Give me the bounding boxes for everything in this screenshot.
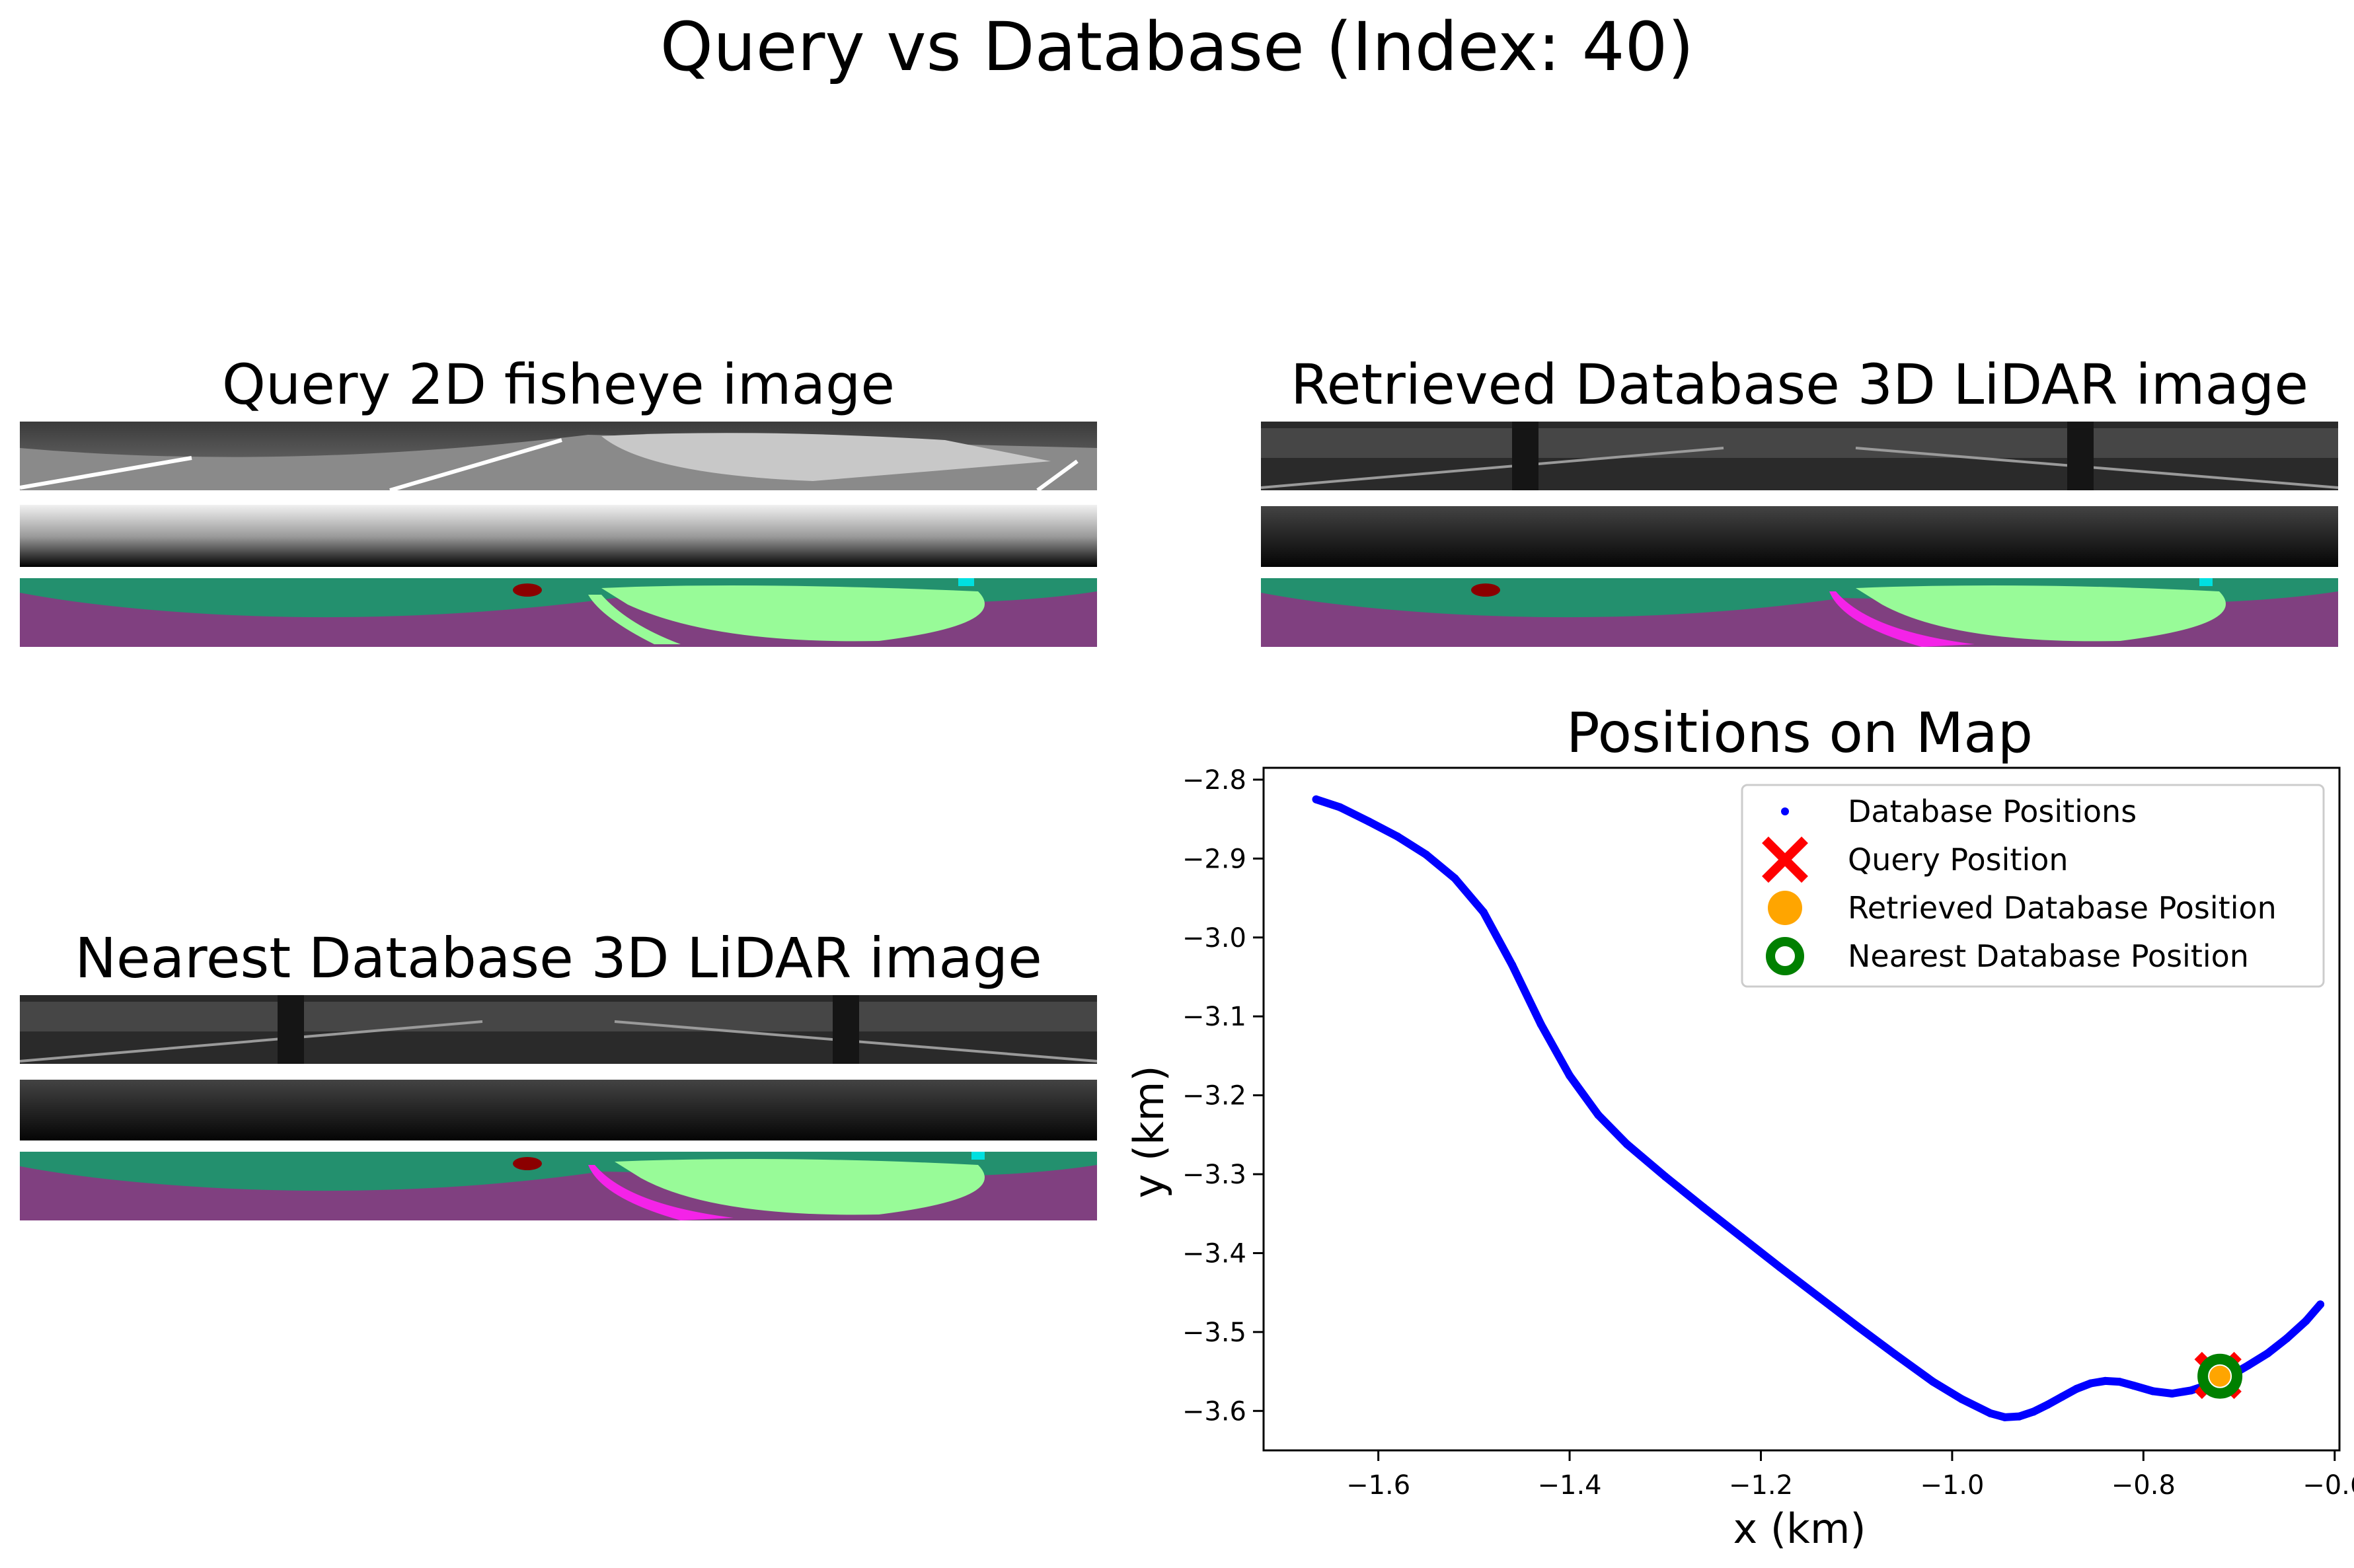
database-point xyxy=(1537,1020,1545,1029)
nearest-depth-image xyxy=(20,1073,1097,1140)
database-point xyxy=(1594,1111,1603,1119)
legend-database-marker xyxy=(1781,807,1789,815)
x-tick-label: −1.2 xyxy=(1729,1470,1793,1501)
database-point xyxy=(1622,1140,1631,1148)
retrieved-position-marker xyxy=(2209,1365,2231,1387)
database-point xyxy=(1891,1350,1899,1359)
database-point xyxy=(2086,1379,2095,1388)
database-point xyxy=(2283,1334,2291,1343)
database-point xyxy=(1422,850,1431,859)
database-point xyxy=(1365,817,1373,826)
x-tick-label: −1.4 xyxy=(1538,1470,1602,1501)
database-point xyxy=(1852,1322,1861,1330)
database-point xyxy=(2263,1349,2272,1358)
figure-suptitle: Query vs Database (Index: 40) xyxy=(660,8,1694,87)
database-point xyxy=(1986,1409,1994,1417)
y-tick-label: −3.1 xyxy=(1182,1002,1246,1032)
database-point xyxy=(2015,1412,2024,1421)
x-tick-label: −1.0 xyxy=(1920,1470,1984,1501)
database-point xyxy=(2058,1392,2067,1401)
y-tick-label: −2.9 xyxy=(1182,844,1246,874)
y-axis-label: y (km) xyxy=(1125,1065,1173,1198)
legend: Database Positions Query Position Retrieve… xyxy=(1741,784,2325,988)
database-point xyxy=(1393,832,1402,840)
database-point xyxy=(2316,1300,2325,1309)
y-tick-label: −2.8 xyxy=(1182,765,1246,796)
x-axis-label: x (km) xyxy=(1733,1505,1866,1553)
database-point xyxy=(1451,874,1459,883)
database-point xyxy=(2043,1400,2052,1409)
database-point xyxy=(1776,1263,1784,1271)
database-point xyxy=(2072,1384,2081,1393)
database-point xyxy=(2101,1376,2109,1385)
legend-query-marker xyxy=(1762,837,1808,883)
legend-retrieved-label: Retrieved Database Position xyxy=(1848,890,2277,926)
legend-retrieved-marker xyxy=(1768,891,1802,925)
y-tick-label: −3.3 xyxy=(1182,1160,1246,1190)
database-point xyxy=(2187,1386,2195,1395)
database-point xyxy=(2244,1361,2253,1370)
y-tick-label: −3.2 xyxy=(1182,1081,1246,1111)
legend-database-label: Database Positions xyxy=(1848,794,2137,829)
retrieved-segmentation-image xyxy=(1261,578,2338,647)
retrieved-intensity-image xyxy=(1261,422,2338,490)
database-point xyxy=(2302,1317,2310,1325)
database-point xyxy=(1566,1071,1574,1080)
nearest-panel-title: Nearest Database 3D LiDAR image xyxy=(75,926,1042,990)
legend-nearest-label: Nearest Database Position xyxy=(1848,938,2249,974)
y-tick-label: −3.4 xyxy=(1182,1238,1246,1269)
database-point xyxy=(1699,1203,1708,1212)
database-point xyxy=(1336,803,1344,811)
database-point xyxy=(2029,1407,2037,1416)
database-point xyxy=(1928,1378,1937,1386)
nearest-segmentation-image xyxy=(20,1152,1097,1220)
query-panel-title: Query 2D fisheye image xyxy=(221,352,895,417)
x-tick-label: −1.6 xyxy=(1346,1470,1410,1501)
y-tick-label: −3.5 xyxy=(1182,1318,1246,1348)
legend-box xyxy=(1741,784,2325,988)
y-tick-label: −3.6 xyxy=(1182,1396,1246,1427)
y-axis: −2.8 −2.9 −3.0 −3.1 −3.2 −3.3 −3.4 −3.5 −3.6 xyxy=(1182,765,1264,1427)
x-axis: −1.6 −1.4 −1.2 −1.0 −0.8 −0.6 xyxy=(1346,1450,2354,1501)
database-point xyxy=(1737,1233,1746,1242)
retrieved-panel-title: Retrieved Database 3D LiDAR image xyxy=(1290,352,2308,417)
database-point xyxy=(1312,795,1320,803)
database-point xyxy=(2168,1390,2176,1398)
database-point xyxy=(1957,1395,1966,1403)
x-tick-label: −0.6 xyxy=(2302,1470,2354,1501)
y-tick-label: −3.0 xyxy=(1182,923,1246,953)
database-point xyxy=(2000,1413,2009,1421)
database-point xyxy=(1479,908,1488,916)
nearest-intensity-image xyxy=(20,995,1097,1064)
database-point xyxy=(1661,1172,1669,1181)
retrieved-depth-image xyxy=(1261,500,2338,567)
query-segmentation-image xyxy=(20,578,1097,647)
query-intensity-image xyxy=(20,422,1097,490)
chart-title: Positions on Map xyxy=(1566,700,2033,765)
legend-query-label: Query Position xyxy=(1848,842,2069,877)
database-point xyxy=(1814,1292,1823,1301)
database-point xyxy=(2115,1378,2124,1386)
query-depth-image xyxy=(20,500,1097,567)
legend-nearest-marker xyxy=(1766,937,1804,975)
database-point xyxy=(2148,1387,2157,1396)
database-point xyxy=(2129,1382,2138,1390)
x-tick-label: −0.8 xyxy=(2111,1470,2176,1501)
database-point xyxy=(1508,961,1517,969)
